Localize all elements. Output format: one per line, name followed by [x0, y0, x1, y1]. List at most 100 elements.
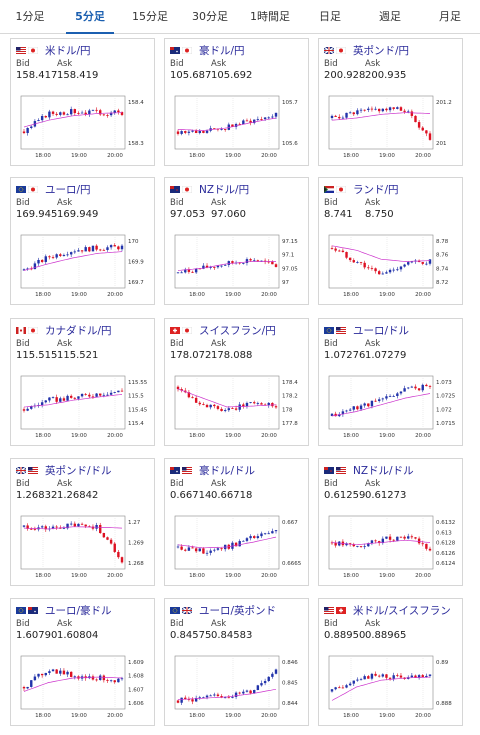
x-tick-label: 18:00 [35, 292, 51, 298]
pair-link[interactable]: スイスフラン/円 [170, 323, 276, 337]
candle-body [231, 261, 234, 263]
candle-body [37, 259, 40, 264]
y-tick-label: 105.7 [282, 100, 298, 106]
pair-link[interactable]: NZドル/円 [170, 182, 249, 196]
rate-card[interactable]: スイスフラン/円 Bid Ask 178.072 178.088 18:00 19:00 20… [164, 318, 309, 446]
bid-label: Bid [324, 59, 338, 69]
candle-body [99, 110, 102, 115]
ask-label: Ask [57, 479, 73, 489]
flag-nz-icon [170, 185, 182, 193]
candle-body [396, 269, 399, 271]
candle-body [184, 131, 187, 133]
y-tick-label: 115.45 [128, 407, 148, 413]
candle-body [359, 405, 363, 410]
rate-card[interactable]: 豪ドル/円 Bid Ask 105.687 105.692 18:00 19:00 20:00… [164, 38, 309, 166]
candle-body [191, 699, 194, 702]
y-tick-label: 0.6128 [436, 541, 456, 547]
pair-link[interactable]: ユーロ/円 [16, 182, 91, 196]
pair-link[interactable]: ユーロ/豪ドル [16, 603, 112, 617]
x-tick-label: 18:00 [343, 573, 359, 579]
candle-body [99, 249, 102, 251]
rate-card[interactable]: 米ドル/スイスフラン Bid Ask 0.88950 0.88965 18:00 19:00… [318, 598, 463, 726]
rate-card[interactable]: 英ポンド/ドル Bid Ask 1.26832 1.26842 18:00 19:00 20:… [10, 458, 155, 586]
candle-body [410, 675, 414, 678]
candle-body [374, 540, 377, 542]
rate-card[interactable]: NZドル/円 Bid Ask 97.053 97.060 18:00 19:00 20:00 9… [164, 177, 309, 305]
pair-link[interactable]: 米ドル/円 [16, 43, 91, 57]
bid-value: 105.687 [170, 70, 212, 81]
rate-card[interactable]: 英ポンド/円 Bid Ask 200.928 200.935 18:00 19:00 20:0… [318, 38, 463, 166]
candle-body [388, 396, 392, 398]
tab-7[interactable]: 月足 [439, 10, 461, 23]
candle-body [40, 259, 44, 262]
pair-link[interactable]: NZドル/ドル [324, 463, 414, 477]
tab-6[interactable]: 週足 [379, 10, 401, 23]
candle-body [410, 111, 414, 116]
flag-gb-icon [182, 606, 194, 614]
candle-body [106, 537, 109, 540]
pair-link[interactable]: 英ポンド/円 [324, 43, 409, 57]
candle-body [234, 123, 238, 127]
candle-body [238, 692, 241, 694]
pair-link[interactable]: 英ポンド/ドル [16, 463, 112, 477]
x-tick-label: 18:00 [189, 292, 205, 298]
tab-4[interactable]: 1時間足 [250, 10, 290, 23]
rate-card[interactable]: カナダドル/円 Bid Ask 115.515 115.521 18:00 19:00 20:… [10, 318, 155, 446]
pair-link[interactable]: 米ドル/スイスフラン [324, 603, 451, 617]
candle-body [267, 117, 270, 119]
pair-name: 英ポンド/円 [353, 44, 410, 57]
tab-1[interactable]: 5分足 [60, 0, 120, 34]
x-tick-label: 20:00 [415, 713, 431, 719]
candle-body [367, 108, 370, 110]
rate-card[interactable]: 米ドル/円 Bid Ask 158.417 158.419 18:00 19:00 20:00… [10, 38, 155, 166]
tab-2[interactable]: 15分足 [132, 10, 168, 23]
rate-card[interactable]: NZドル/ドル Bid Ask 0.61259 0.61273 18:00 19:00 20:… [318, 458, 463, 586]
candle-body [249, 120, 252, 124]
candle-body [73, 251, 77, 253]
candle-body [198, 697, 201, 699]
pair-name: 豪ドル/円 [199, 44, 245, 57]
rate-card[interactable]: ユーロ/ドル Bid Ask 1.07276 1.07279 18:00 19:00 20:0… [318, 318, 463, 446]
pair-link[interactable]: 豪ドル/円 [170, 43, 245, 57]
bid-label: Bid [16, 339, 30, 349]
tab-3[interactable]: 30分足 [192, 10, 228, 23]
candle-body [348, 112, 352, 114]
x-tick-label: 20:00 [261, 573, 277, 579]
pair-link[interactable]: 豪ドル/ドル [170, 463, 255, 477]
price-chart: 18:00 19:00 20:00 178.4 178.2 178 177.8 [174, 375, 298, 439]
tab-0[interactable]: 1分足 [15, 10, 45, 23]
y-tick-label: 115.4 [128, 421, 144, 427]
y-tick-label: 178 [282, 407, 293, 413]
candle-body [209, 404, 212, 408]
candle-body [191, 397, 194, 399]
x-tick-label: 19:00 [225, 713, 241, 719]
pair-link[interactable]: ユーロ/英ポンド [170, 603, 276, 617]
rate-card[interactable]: ユーロ/円 Bid Ask 169.945 169.949 18:00 19:00 20:00… [10, 177, 155, 305]
candle-body [55, 669, 58, 674]
candle-body [55, 113, 58, 115]
flag-us-icon [324, 606, 336, 614]
chart-frame [20, 655, 126, 710]
rate-card[interactable]: ユーロ/豪ドル Bid Ask 1.60790 1.60804 18:00 19:00 20:… [10, 598, 155, 726]
ask-label: Ask [211, 339, 227, 349]
pair-link[interactable]: カナダドル/円 [16, 323, 112, 337]
flag-jp-icon [336, 46, 348, 54]
candle-body [180, 131, 183, 134]
rate-card[interactable]: 豪ドル/ドル Bid Ask 0.66714 0.66718 18:00 19:00 20:0… [164, 458, 309, 586]
pair-link[interactable]: ユーロ/ドル [324, 323, 409, 337]
candle-body [202, 548, 205, 554]
candle-body [334, 115, 337, 117]
pair-link[interactable]: ランド/円 [324, 182, 399, 196]
candle-body [80, 523, 84, 525]
tab-5[interactable]: 日足 [319, 10, 341, 23]
chart-frame [328, 95, 434, 150]
candle-body [377, 271, 381, 275]
rate-card[interactable]: ユーロ/英ポンド Bid Ask 0.84575 0.84583 18:00 19:00 20… [164, 598, 309, 726]
candle-body [399, 391, 403, 394]
candle-body [363, 262, 366, 268]
moving-average-line [331, 112, 431, 121]
ask-label: Ask [211, 479, 227, 489]
rate-card[interactable]: ランド/円 Bid Ask 8.741 8.750 18:00 19:00 20:00 8.78… [318, 177, 463, 305]
candle-body [356, 110, 359, 115]
candle-body [109, 539, 113, 544]
